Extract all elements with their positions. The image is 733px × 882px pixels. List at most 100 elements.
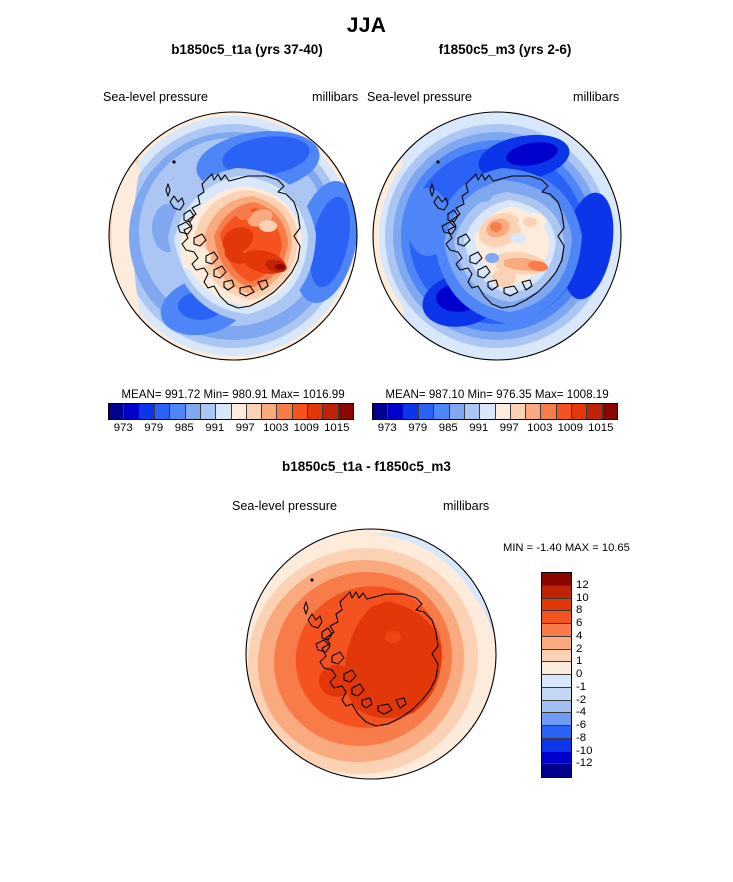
colorbar-cell	[338, 404, 353, 419]
colorbar-tick-label: 979	[144, 422, 164, 434]
colorbar-tick-label: -12	[576, 757, 593, 770]
colorbar-tick-label: 973	[113, 422, 133, 434]
colorbar-cell	[556, 404, 573, 419]
colorbar-cell	[542, 611, 571, 624]
panel-diff-field-label: Sea-level pressure	[232, 499, 337, 513]
colorbar-cell	[542, 649, 571, 663]
colorbar-cell	[154, 404, 171, 419]
colorbar-cell	[542, 624, 571, 637]
panel-right-title: f1850c5_m3 (yrs 2-6)	[438, 42, 572, 57]
colorbar-tick-label: 12	[576, 578, 589, 591]
colorbar-cell	[542, 764, 571, 777]
colorbar-cell	[139, 404, 155, 419]
colorbar-tick-label: 973	[377, 422, 397, 434]
colorbar-cell	[170, 404, 186, 419]
colorbar-tick-label: 0	[576, 668, 583, 680]
colorbar-cell	[434, 404, 450, 419]
panel-left-colorbar-ticks: 973 979 985 991 997 1003 1009 1015	[108, 422, 352, 438]
colorbar-cell	[526, 404, 542, 419]
colorbar-cell	[373, 404, 389, 419]
colorbar-cell	[200, 404, 217, 419]
colorbar-cell	[542, 585, 571, 599]
panel-diff-colorbar[interactable]	[541, 572, 572, 778]
colorbar-tick-label: -4	[576, 706, 587, 719]
panel-right-colorbar-ticks: 973 979 985 991 997 1003 1009 1015	[372, 422, 616, 438]
colorbar-cell	[464, 404, 481, 419]
colorbar-tick-label: -10	[576, 744, 593, 757]
panel-left-field-label: Sea-level pressure	[103, 90, 208, 104]
colorbar-cell	[587, 404, 603, 419]
colorbar-tick-label: 4	[576, 629, 583, 642]
colorbar-tick-label: -1	[576, 680, 587, 693]
colorbar-tick-label: 997	[235, 422, 255, 434]
panel-diff-minmax: MIN = -1.40 MAX = 10.65	[503, 542, 630, 554]
colorbar-cell	[542, 713, 571, 726]
colorbar-tick-label: 997	[499, 422, 519, 434]
panel-right-units-label: millibars	[573, 90, 620, 104]
colorbar-tick-label: 6	[576, 617, 583, 629]
panel-right-stats: MEAN= 987.10 Min= 976.35 Max= 1008.19	[385, 388, 609, 401]
colorbar-tick-label: 2	[576, 642, 583, 655]
colorbar-cell	[262, 404, 278, 419]
colorbar-tick-label: 1015	[588, 422, 614, 434]
colorbar-cell	[542, 636, 571, 650]
colorbar-cell	[542, 662, 571, 675]
panel-left-map	[108, 110, 358, 364]
panel-left-units-label: millibars	[312, 90, 359, 104]
season-title: JJA	[346, 14, 387, 37]
colorbar-cell	[308, 404, 324, 419]
colorbar-tick-label: -6	[576, 719, 587, 731]
panel-left-colorbar[interactable]	[108, 403, 354, 420]
colorbar-cell	[541, 404, 557, 419]
panel-diff-map	[245, 525, 497, 783]
colorbar-tick-label: 991	[205, 422, 225, 434]
colorbar-cell	[403, 404, 419, 419]
colorbar-cell	[542, 738, 571, 752]
panel-left-stats: MEAN= 991.72 Min= 980.91 Max= 1016.99	[121, 388, 345, 401]
colorbar-cell	[216, 404, 232, 419]
colorbar-cell	[572, 404, 588, 419]
colorbar-cell	[418, 404, 435, 419]
colorbar-cell	[480, 404, 496, 419]
colorbar-cell	[510, 404, 527, 419]
panel-diff-units-label: millibars	[443, 499, 490, 513]
colorbar-tick-label: 1003	[527, 422, 553, 434]
colorbar-tick-label: 991	[469, 422, 489, 434]
panel-right-map	[372, 110, 622, 364]
colorbar-cell	[388, 404, 404, 419]
colorbar-cell	[185, 404, 201, 419]
colorbar-cell	[495, 404, 511, 419]
panel-right-field-label: Sea-level pressure	[367, 90, 472, 104]
colorbar-tick-label: 8	[576, 604, 583, 617]
colorbar-cell	[542, 687, 571, 701]
colorbar-tick-label: 985	[438, 422, 458, 434]
colorbar-tick-label: 1	[576, 655, 583, 668]
colorbar-cell	[246, 404, 263, 419]
colorbar-cell	[542, 675, 571, 688]
colorbar-tick-label: -2	[576, 693, 587, 706]
colorbar-cell	[323, 404, 339, 419]
colorbar-tick-label: 979	[408, 422, 428, 434]
colorbar-cell	[109, 404, 125, 419]
colorbar-tick-label: 1003	[263, 422, 289, 434]
colorbar-cell	[124, 404, 140, 419]
colorbar-tick-label: -8	[576, 731, 587, 744]
colorbar-tick-label: 985	[174, 422, 194, 434]
colorbar-tick-label: 1015	[324, 422, 350, 434]
panel-diff-title: b1850c5_t1a - f1850c5_m3	[282, 459, 451, 474]
colorbar-cell	[602, 404, 617, 419]
colorbar-cell	[449, 404, 465, 419]
colorbar-tick-label: 1009	[557, 422, 583, 434]
colorbar-tick-label: 10	[576, 591, 589, 604]
colorbar-cell	[542, 700, 571, 714]
colorbar-cell	[542, 726, 571, 739]
colorbar-cell	[542, 751, 571, 765]
colorbar-cell	[542, 573, 571, 586]
panel-left-title: b1850c5_t1a (yrs 37-40)	[171, 42, 323, 57]
panel-right-colorbar[interactable]	[372, 403, 618, 420]
colorbar-cell	[277, 404, 293, 419]
colorbar-tick-label: 1009	[293, 422, 319, 434]
colorbar-cell	[542, 598, 571, 612]
colorbar-cell	[231, 404, 247, 419]
colorbar-cell	[292, 404, 309, 419]
